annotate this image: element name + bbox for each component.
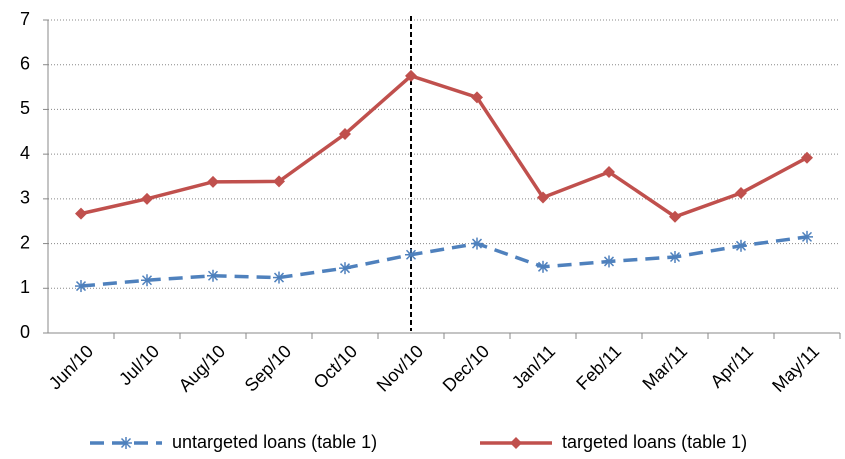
x-tick-label: Oct/10 [310,341,362,393]
marker [75,207,87,220]
legend-label: targeted loans (table 1) [562,432,747,452]
x-tick-label: Jul/10 [115,341,163,389]
y-tick-label: 0 [20,322,30,342]
y-tick-label: 6 [20,53,30,73]
x-tick-label: Mar/11 [638,341,691,394]
marker [801,151,813,164]
marker [603,255,615,268]
marker [120,437,132,449]
marker [471,237,483,250]
x-tick-label: Nov/10 [373,341,427,395]
x-tick-label: Dec/10 [439,341,493,395]
x-tick-label: Feb/11 [572,341,625,394]
marker [141,274,153,287]
x-tick-label: Apr/11 [706,341,757,392]
x-tick-label: Aug/10 [175,341,229,395]
marker [141,192,153,205]
marker [471,91,483,104]
y-tick-label: 3 [20,188,30,208]
marker [537,260,549,273]
y-tick-label: 4 [20,143,30,163]
marker [273,175,285,188]
y-tick-label: 5 [20,98,30,118]
series-line [80,73,808,219]
marker [339,128,351,141]
marker [510,437,522,449]
y-tick-label: 1 [20,277,30,297]
marker [735,239,747,252]
x-tick-label: May/11 [768,341,823,396]
x-tick-label: Sep/10 [241,341,295,395]
marker [603,166,615,179]
marker [75,280,87,293]
x-tick-label: Jun/10 [45,341,97,393]
marker [207,175,219,188]
x-tick-label: Jan/11 [508,341,559,392]
series-line [80,235,808,288]
y-tick-label: 7 [20,9,30,29]
marker [273,271,285,284]
marker [669,250,681,263]
marker [537,191,549,204]
y-tick-label: 2 [20,232,30,252]
marker [735,187,747,200]
marker [405,69,417,82]
marker [801,230,813,243]
marker [207,269,219,282]
marker [669,210,681,223]
marker [339,262,351,275]
marker [405,248,417,261]
legend-label: untargeted loans (table 1) [172,432,377,452]
